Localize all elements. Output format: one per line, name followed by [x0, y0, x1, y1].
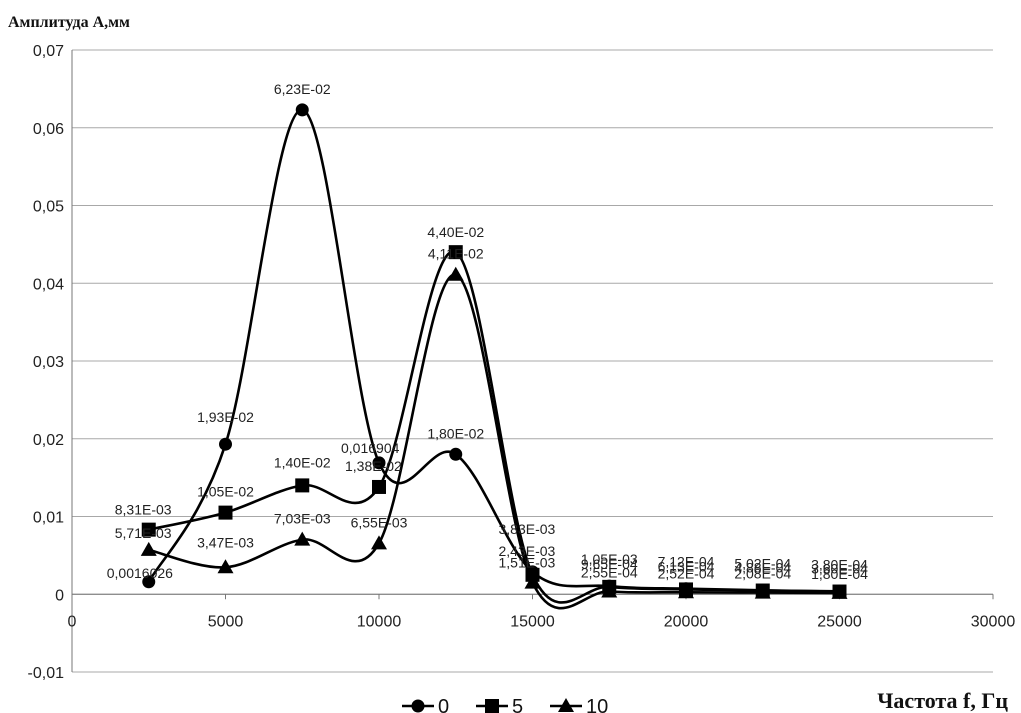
data-point-10: [140, 541, 157, 556]
data-label-10: 2,55E-04: [581, 565, 638, 581]
x-tick-labels: 0 5000 10000 15000 20000 25000 30000: [68, 613, 1016, 630]
data-label-10: 1,51E-03: [499, 555, 556, 571]
x-axis-title: Частота f, Гц: [877, 688, 1008, 713]
legend-marker-10: [558, 698, 574, 712]
data-label-0: 0,0016026: [107, 565, 173, 581]
data-point-10: [447, 266, 464, 281]
data-label-10: 1,80E-04: [811, 566, 868, 582]
data-label-5: 8,31E-03: [115, 502, 172, 518]
data-point-5: [372, 479, 386, 494]
data-label-5: 4,40E-02: [427, 224, 484, 240]
data-label-10: 5,71E-03: [115, 525, 172, 541]
x-tick-label: 30000: [971, 613, 1016, 630]
data-label-0: 3,80E-04: [811, 556, 868, 572]
x-tick-label: 15000: [510, 613, 555, 630]
x-tick-label: 0: [68, 613, 77, 630]
y-tick-label: 0,06: [33, 121, 64, 138]
y-tick-label: 0,05: [33, 199, 64, 216]
legend-label-5: 5: [512, 696, 523, 713]
data-label-0: 3,83E-03: [499, 521, 556, 537]
data-point-0: [449, 447, 463, 461]
y-tick-label: 0,03: [33, 354, 64, 371]
data-label-5: 2,43E-03: [499, 543, 556, 559]
legend-label-10: 10: [586, 696, 608, 713]
data-point-10: [754, 584, 771, 599]
data-labels: 0,0016026 1,93E-02 6,23E-02 0,016904 1,80E-0…: [107, 81, 868, 582]
data-point-10: [678, 584, 694, 599]
data-point-5: [218, 505, 233, 520]
y-tick-label: -0,01: [28, 665, 65, 682]
y-tick-label: 0,01: [33, 510, 64, 527]
data-point-10: [601, 583, 618, 598]
data-point-10: [524, 574, 541, 589]
y-axis-title: Амплитуда А,мм: [8, 14, 130, 31]
data-label-0: 7,12E-04: [658, 554, 715, 570]
data-point-10: [294, 531, 311, 546]
data-label-10: 2,52E-04: [658, 565, 715, 581]
legend: 0 5 10: [402, 696, 608, 713]
data-label-0: 1,93E-02: [197, 409, 254, 425]
data-point-10: [371, 535, 387, 550]
legend-marker-0: [411, 699, 425, 713]
data-point-5: [295, 478, 310, 493]
data-label-10: 7,03E-03: [274, 511, 331, 527]
data-label-5: 6,13E-04: [658, 558, 715, 574]
x-tick-label: 25000: [817, 613, 862, 630]
series-group: [140, 103, 848, 610]
data-label-0: 1,80E-02: [427, 425, 484, 441]
data-label-5: 4,88E-04: [734, 560, 791, 576]
y-tick-label: 0,04: [33, 276, 64, 293]
data-label-5: 1,40E-02: [274, 454, 331, 470]
y-tick-label: 0,02: [33, 432, 64, 449]
legend-label-0: 0: [438, 696, 449, 713]
series-line-0: [147, 108, 840, 593]
x-tick-label: 5000: [208, 613, 244, 630]
data-point-5: [448, 245, 463, 260]
data-label-0: 5,02E-04: [734, 555, 791, 571]
series-0: [142, 103, 846, 598]
data-label-0: 6,23E-02: [274, 81, 331, 97]
data-label-0: 0,016904: [341, 440, 400, 456]
data-point-5: [141, 522, 156, 537]
data-label-5: 1,05E-02: [197, 484, 254, 500]
data-point-0: [219, 437, 232, 451]
data-point-0: [142, 575, 156, 589]
data-point-10: [217, 559, 234, 574]
data-point-0: [295, 103, 309, 117]
data-label-0: 1,05E-03: [581, 551, 638, 567]
legend-marker-5: [485, 699, 499, 713]
data-label-10: 3,47E-03: [197, 534, 254, 550]
series-10: [140, 266, 848, 610]
y-tick-label: 0: [55, 587, 64, 604]
data-label-5: 3,60E-04: [811, 561, 868, 577]
data-point-10: [831, 584, 848, 599]
data-label-10: 6,55E-03: [351, 514, 408, 530]
x-tick-label: 10000: [357, 613, 402, 630]
data-label-5: 1,38E-02: [345, 458, 402, 474]
y-tick-labels: -0,01 0 0,01 0,02 0,03 0,04 0,05 0,06 0,07: [28, 43, 65, 682]
y-tick-label: 0,07: [33, 43, 64, 60]
data-point-0: [372, 456, 386, 470]
x-tick-label: 20000: [664, 613, 709, 630]
data-label-10: 2,08E-04: [734, 566, 791, 582]
data-label-5: 9,65E-04: [581, 556, 638, 572]
data-label-10: 4,11E-02: [428, 246, 484, 262]
